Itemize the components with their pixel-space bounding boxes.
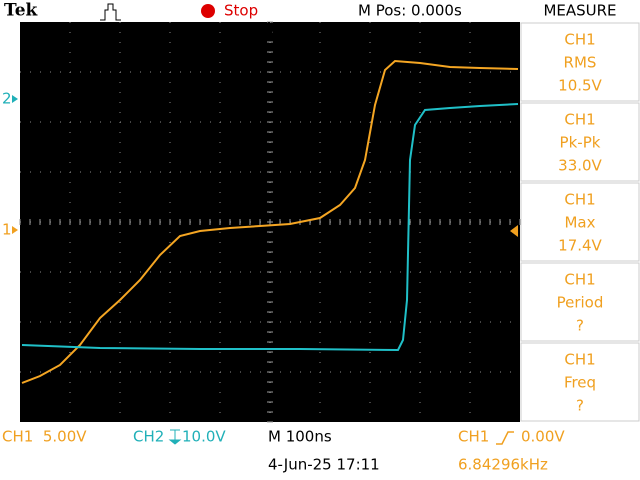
ch1-arrow [12,226,18,234]
measure-value: 17.4V [558,237,602,255]
horizontal-position: M Pos: 0.000s [358,2,462,20]
measure-panel: CH1 RMS 10.5V CH1 Pk-Pk 33.0V CH1 Max 17.4V CH1 Pe… [520,22,640,422]
ch2-trace [21,103,519,352]
trigger-frequency: 6.84296kHz [458,456,548,474]
measure-name: RMS [564,54,597,72]
timebase: M 100ns [268,428,332,446]
measure-box [520,22,640,102]
ch2-label: CH2 [133,428,164,446]
trigger-level-marker [510,225,518,237]
measure-name: Freq [564,374,596,392]
measure-name: Pk-Pk [560,134,601,152]
measure-value: ? [576,317,584,335]
measure-channel: CH1 [564,191,595,209]
ch2-marker: 2 [2,90,12,108]
run-status: Stop [224,2,258,20]
panel-title: MEASURE [543,2,616,20]
ch2-arrow [12,95,18,103]
measure-box [520,182,640,262]
measure-channel: CH1 [564,111,595,129]
trigger-position-marker [264,22,274,37]
datetime: 4-Jun-25 17:11 [268,456,380,474]
measure-name: Period [557,294,604,312]
measure-channel: CH1 [564,271,595,289]
ch1-marker: 1 [2,221,12,239]
ch1-trace [21,59,519,384]
measure-value: 33.0V [558,157,602,175]
measure-channel: CH1 [564,31,595,49]
trigger-slope-icon [496,431,514,445]
trigger-source: CH1 [458,428,489,446]
acquire-icon [100,3,121,21]
measure-box [520,102,640,182]
ch1-scale: CH1 5.00V [2,428,87,446]
measure-value: 10.5V [558,77,602,95]
measure-channel: CH1 [564,351,595,369]
ch2-coupling-icon [168,429,182,445]
stop-icon [201,4,215,18]
grid [19,21,521,423]
measure-box [520,342,640,422]
measure-box [520,262,640,342]
brand: Tek [4,1,39,21]
ch2-scale: 10.0V [182,428,226,446]
measure-name: Max [564,214,595,232]
measure-value: ? [576,397,584,415]
trigger-level: 0.00V [521,428,565,446]
